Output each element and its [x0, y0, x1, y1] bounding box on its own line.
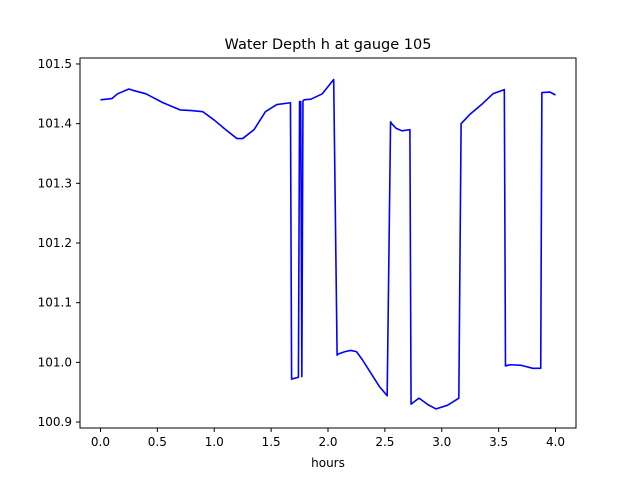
- x-tick-label: 3.0: [432, 435, 451, 449]
- x-tick-label: 0.0: [91, 435, 110, 449]
- x-tick-label: 3.5: [489, 435, 508, 449]
- x-tick-label: 4.0: [546, 435, 565, 449]
- x-axis-label: hours: [311, 456, 345, 470]
- y-axis: 100.9 101.0 101.1 101.2 101.3 101.4 101.5: [38, 57, 80, 429]
- plot-area: [100, 78, 556, 410]
- x-axis: 0.0 0.5 1.0 1.5 2.0 2.5 3.0 3.5 4.0: [91, 428, 565, 449]
- y-tick-label: 101.0: [38, 355, 72, 369]
- series-line: [100, 78, 556, 410]
- y-tick-label: 101.1: [38, 296, 72, 310]
- x-tick-label: 1.0: [205, 435, 224, 449]
- chart-title: Water Depth h at gauge 105: [225, 37, 432, 53]
- y-tick-label: 101.2: [38, 236, 72, 250]
- x-tick-label: 1.5: [262, 435, 281, 449]
- y-tick-label: 101.5: [38, 57, 72, 71]
- x-tick-label: 0.5: [148, 435, 167, 449]
- x-tick-label: 2.5: [375, 435, 394, 449]
- y-tick-label: 101.4: [38, 117, 72, 131]
- y-tick-label: 100.9: [38, 415, 72, 429]
- y-tick-label: 101.3: [38, 176, 72, 190]
- x-tick-label: 2.0: [318, 435, 337, 449]
